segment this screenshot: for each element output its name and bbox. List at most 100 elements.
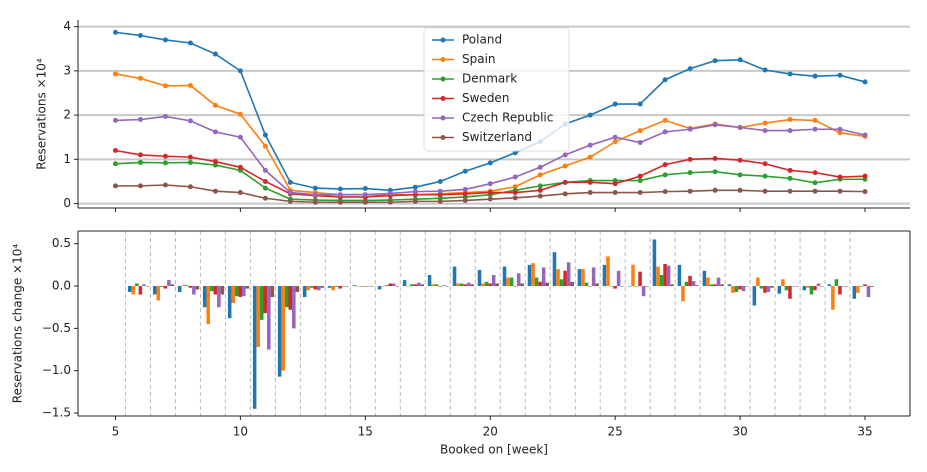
data-point [712, 155, 718, 161]
data-point [662, 172, 668, 178]
bar [866, 286, 871, 298]
data-point [662, 129, 668, 135]
bar [656, 266, 660, 287]
bar [309, 286, 314, 288]
bar [456, 283, 460, 287]
data-point [312, 185, 318, 191]
bar [577, 269, 582, 287]
data-point [737, 172, 743, 178]
data-point [162, 182, 168, 188]
bar [534, 277, 539, 287]
data-point [262, 143, 268, 149]
data-point [187, 184, 193, 190]
bar [142, 284, 146, 287]
data-point [662, 162, 668, 168]
bar [756, 277, 760, 287]
bar [338, 286, 343, 289]
bar [420, 284, 425, 287]
data-point [737, 157, 743, 163]
data-point [137, 117, 143, 123]
data-point [787, 167, 793, 173]
bar [145, 286, 150, 287]
legend-marker [440, 96, 446, 101]
bar [313, 286, 318, 290]
bar [638, 271, 642, 287]
data-point [637, 128, 643, 134]
bar [784, 286, 789, 291]
data-point [712, 58, 718, 64]
bar [691, 280, 696, 287]
bar [135, 283, 139, 287]
bar [445, 286, 450, 287]
bar [809, 286, 814, 295]
data-point [487, 190, 493, 196]
data-point [487, 196, 493, 202]
data-point [637, 190, 643, 196]
bar [384, 285, 389, 287]
data-point [262, 185, 268, 191]
data-point [762, 120, 768, 126]
data-point [112, 147, 118, 153]
data-point [287, 190, 293, 196]
data-point [837, 174, 843, 180]
bar [738, 286, 742, 290]
data-point [337, 192, 343, 198]
bar [185, 285, 189, 287]
data-point [737, 57, 743, 63]
bar [334, 286, 339, 287]
bar [816, 283, 821, 287]
bar [484, 281, 489, 287]
bar [302, 286, 307, 298]
bar [441, 285, 446, 287]
data-point [437, 192, 443, 198]
y-tick-label: 0.0 [52, 279, 71, 293]
bar [763, 286, 767, 293]
data-point [462, 186, 468, 192]
data-point [812, 73, 818, 79]
bar [317, 286, 321, 291]
bar [506, 277, 510, 287]
bar [470, 284, 475, 287]
bar [795, 286, 799, 287]
bar [834, 279, 839, 287]
data-point [512, 184, 518, 190]
data-point [512, 174, 518, 180]
data-point [812, 170, 818, 176]
data-point [537, 187, 543, 193]
data-point [612, 101, 618, 107]
bar [627, 286, 632, 287]
bar [395, 286, 400, 287]
bar [252, 286, 257, 409]
data-point [787, 117, 793, 123]
bar [552, 252, 557, 287]
bar [852, 286, 857, 299]
data-point [837, 188, 843, 194]
bar [791, 286, 796, 287]
bar [267, 286, 271, 350]
y-tick-label: 1 [63, 152, 71, 166]
bar [491, 275, 496, 287]
data-point [637, 140, 643, 146]
data-point [137, 32, 143, 38]
bar [591, 267, 596, 287]
data-point [262, 195, 268, 201]
bar [459, 283, 464, 287]
bar [388, 283, 392, 287]
data-point [662, 189, 668, 195]
x-tick-label: 35 [857, 425, 872, 439]
bar [259, 286, 264, 320]
bar [284, 286, 289, 308]
data-point [762, 67, 768, 73]
data-point [712, 187, 718, 193]
bar [713, 284, 717, 287]
y-tick-label: 0 [63, 196, 71, 210]
data-point [812, 180, 818, 186]
data-point [262, 132, 268, 138]
bar [820, 286, 824, 287]
bar [366, 286, 371, 287]
data-point [237, 164, 243, 170]
data-point [212, 51, 218, 57]
bar [156, 286, 161, 301]
data-point [862, 132, 868, 138]
bar [731, 286, 735, 293]
